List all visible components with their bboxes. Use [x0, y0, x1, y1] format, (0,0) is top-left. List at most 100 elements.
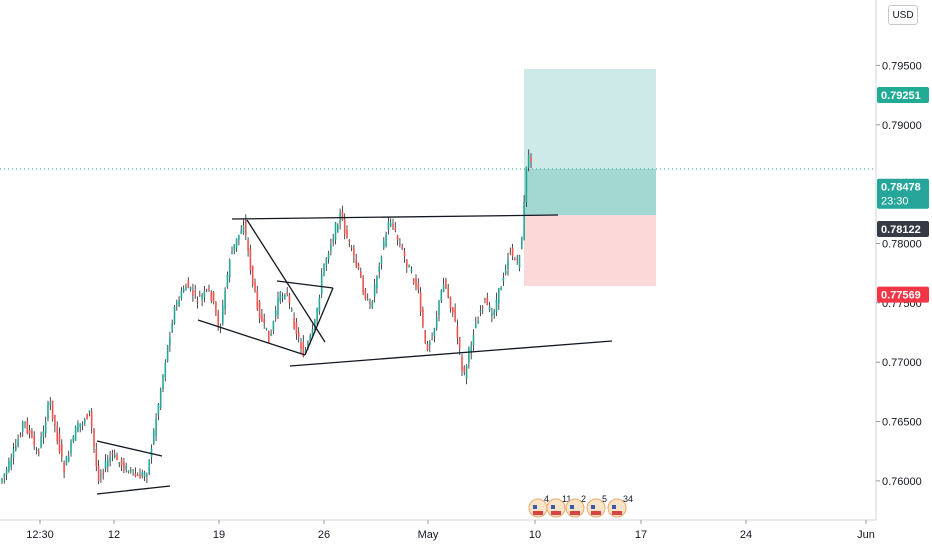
candle-body [307, 342, 309, 349]
candle-body [268, 330, 270, 343]
candle-body [235, 238, 238, 249]
candle-body [240, 230, 242, 234]
candle-body [465, 365, 468, 379]
candle-body [238, 234, 240, 240]
candle-body [242, 225, 245, 234]
candle-body [199, 294, 201, 297]
candle-body [406, 259, 408, 268]
candle-body [102, 473, 104, 475]
candle-body [26, 420, 29, 433]
y-tick-label: 0.78000 [882, 238, 922, 250]
candle-body [205, 289, 208, 291]
candle-body [456, 326, 459, 339]
y-tick-label: 0.79500 [882, 60, 922, 72]
time-axis: 12:30 12 19 26 May 10 17 24 Jun [26, 520, 875, 541]
candle-body [470, 345, 472, 353]
candle-body [493, 310, 495, 315]
event-count: 2 [581, 494, 586, 504]
candle-body [297, 332, 300, 338]
candle-body [314, 319, 316, 329]
candle-body [224, 290, 226, 309]
candle-body [203, 290, 206, 298]
candle-body [440, 290, 443, 301]
flag-canton [533, 505, 537, 509]
candle-body [21, 421, 24, 432]
candle-body [127, 471, 130, 473]
candle-body [495, 299, 498, 313]
candle-body [143, 472, 146, 477]
candle-body [288, 294, 291, 303]
candle-body [210, 290, 213, 301]
candle-body [233, 244, 236, 252]
candle-body [511, 247, 514, 257]
candle-body [111, 453, 114, 455]
candle-body [215, 301, 217, 314]
candle-body [162, 375, 164, 390]
candle-body [274, 310, 277, 317]
candle-body [304, 349, 307, 354]
candle-body [468, 348, 470, 363]
candle-body [47, 403, 49, 419]
candle-body [449, 297, 452, 309]
candle-body [15, 445, 17, 451]
candle-body [40, 436, 42, 448]
candle-body [403, 251, 406, 257]
candle-body [323, 263, 325, 276]
candle-body [376, 275, 378, 289]
candle-body [194, 290, 196, 292]
price-tag [877, 178, 929, 209]
candle-body [8, 460, 10, 472]
candle-body [491, 313, 493, 316]
candle-body [270, 333, 272, 336]
candle-body [1, 478, 3, 483]
event-count: 34 [623, 494, 633, 504]
candle-body [408, 265, 410, 268]
candle-body [479, 310, 482, 312]
candle-body [281, 296, 284, 298]
candle-body [263, 318, 265, 323]
candle-body [113, 454, 116, 458]
candle-body [415, 277, 417, 287]
triangle-side-line [304, 287, 334, 356]
candle-body [362, 277, 364, 293]
candle-body [452, 307, 454, 313]
candle-body [286, 292, 288, 294]
candle-body [153, 430, 155, 445]
candle-body [228, 259, 231, 278]
x-tick-label: 12:30 [26, 529, 54, 541]
candle-body [431, 338, 433, 340]
candle-body [311, 329, 314, 338]
candle-body [247, 239, 249, 252]
candle-body [10, 457, 12, 467]
candle-body [132, 469, 134, 471]
candle-body [523, 201, 525, 240]
candle-body [295, 322, 298, 335]
candle-body [366, 299, 369, 301]
candle-body [488, 306, 491, 311]
candle-body [93, 428, 95, 447]
candle-body [371, 301, 374, 308]
candle-body [90, 411, 93, 428]
candle-body [445, 279, 447, 289]
candle-body [5, 468, 8, 475]
candles-group [1, 149, 532, 485]
candle-body [51, 400, 54, 420]
price-tags: 0.79251 0.78478 23:30 0.78122 0.77569 [877, 86, 929, 303]
currency-button[interactable]: USD [888, 5, 918, 25]
candle-body [502, 277, 505, 282]
trend-lines[interactable] [96, 214, 613, 495]
candle-body [77, 423, 79, 432]
flag-canton [591, 505, 595, 509]
x-tick-label: 12 [108, 529, 120, 541]
candle-body [33, 435, 35, 446]
candle-body [369, 302, 371, 305]
y-tick-label: 0.79000 [882, 120, 922, 132]
loss-zone[interactable] [524, 215, 656, 286]
candle-body [226, 274, 229, 288]
flag-stripe [612, 511, 622, 515]
x-tick-label: 24 [740, 529, 752, 541]
candle-body [212, 292, 215, 303]
candle-body [357, 263, 360, 269]
candle-body [17, 439, 19, 446]
